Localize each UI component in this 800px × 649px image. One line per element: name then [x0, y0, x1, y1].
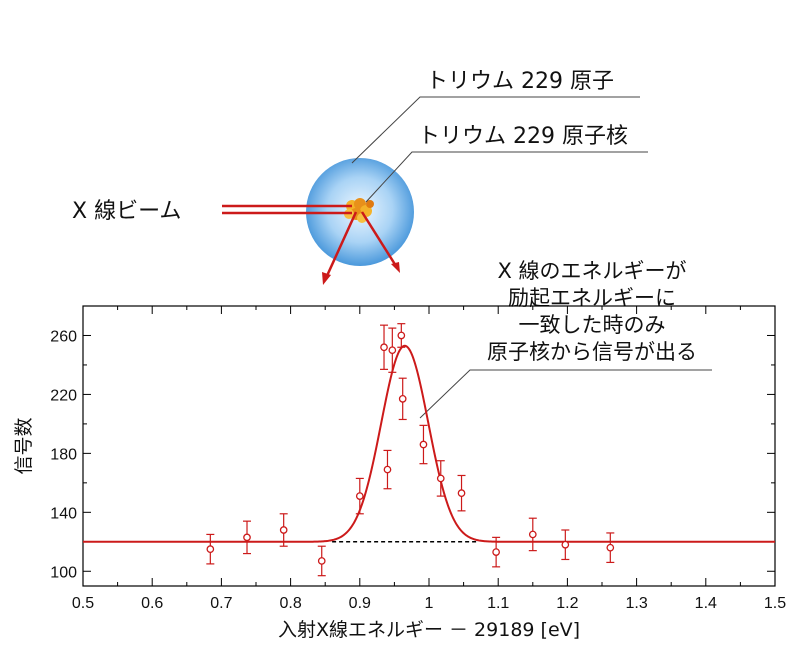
scattered-ray-right — [360, 211, 398, 267]
data-point — [279, 526, 288, 534]
data-point — [528, 530, 537, 539]
data-point — [383, 465, 392, 474]
series-layer — [83, 323, 775, 577]
label-atom: トリウム 229 原子 — [426, 69, 614, 94]
data-point — [492, 548, 500, 556]
scattered-ray-left-arrow — [322, 272, 331, 285]
data-point — [388, 346, 397, 355]
x-axis-label: 入射X線エネルギー － 29189 [eV] — [278, 619, 580, 641]
leader-atom — [351, 96, 640, 164]
data-point — [355, 492, 364, 500]
data-point — [243, 533, 251, 542]
y-axis-label: 信号数 — [13, 417, 35, 474]
label-beam: X 線ビーム — [72, 199, 181, 224]
x-tick-label: 0.7 — [210, 595, 232, 612]
annotation-block: X 線のエネルギーが 励起エネルギーに 一致した時のみ 原子核から信号が出る — [419, 259, 712, 419]
x-tick-label: 0.5 — [72, 595, 94, 612]
x-tick-label: 0.6 — [141, 595, 163, 612]
data-point — [419, 440, 428, 449]
x-tick-label: 1.2 — [556, 595, 578, 612]
data-point — [457, 489, 466, 498]
x-tick-label: 1 — [425, 595, 434, 612]
x-tick-label: 0.8 — [279, 595, 301, 612]
y-tick-label: 260 — [50, 328, 77, 345]
y-tick-label: 100 — [50, 564, 77, 581]
data-point — [436, 474, 445, 483]
y-tick-label: 180 — [50, 446, 77, 463]
x-tick-label: 1.3 — [625, 595, 647, 612]
annotation-line-3: 一致した時のみ — [519, 313, 666, 337]
scattered-ray-left — [324, 211, 358, 279]
scattered-ray-right-arrow — [391, 262, 400, 273]
atom-schematic: トリウム 229 原子 トリウム 229 原子核 X 線ビーム — [72, 69, 648, 285]
leader-nucleus — [365, 151, 648, 203]
data-point — [380, 343, 388, 352]
annotation-leader — [419, 369, 712, 419]
axis-ticks: 0.5 0.6 0.7 0.8 0.9 1 1.1 1.2 1.3 1.4 1.5 100 140 180… — [50, 305, 786, 612]
data-point — [398, 394, 407, 403]
x-tick-label: 1.5 — [764, 595, 786, 612]
x-tick-label: 0.9 — [349, 595, 371, 612]
fit-curve — [83, 344, 775, 543]
y-tick-label: 220 — [50, 387, 77, 404]
x-tick-label: 1.1 — [487, 595, 509, 612]
data-point — [206, 545, 215, 554]
y-tick-label: 140 — [50, 505, 77, 522]
data-point — [606, 543, 615, 552]
x-tick-label: 1.4 — [695, 595, 717, 612]
chart: 0.5 0.6 0.7 0.8 0.9 1 1.1 1.2 1.3 1.4 1.5 100 140 180… — [13, 305, 786, 641]
data-point — [561, 540, 570, 549]
data-point — [397, 331, 406, 340]
label-nucleus: トリウム 229 原子核 — [418, 124, 628, 149]
annotation-line-1: X 線のエネルギーが — [497, 259, 686, 283]
annotation-line-4: 原子核から信号が出る — [487, 340, 697, 364]
data-point — [317, 557, 326, 565]
